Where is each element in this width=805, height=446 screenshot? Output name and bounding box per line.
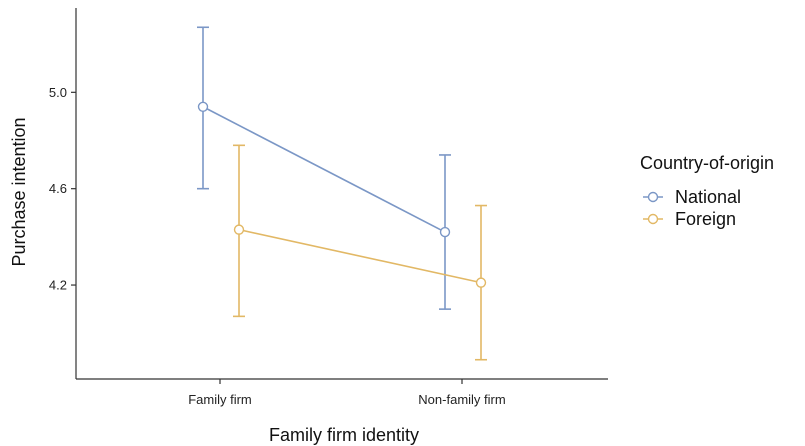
data-point xyxy=(197,101,209,112)
legend-marker xyxy=(647,191,659,203)
legend-item-national: National xyxy=(643,187,741,207)
legend-label: National xyxy=(675,187,741,207)
series-layer xyxy=(197,26,487,361)
x-ticks: Family firm Non-family firm xyxy=(188,379,506,407)
series-line xyxy=(238,228,482,284)
y-tick-label: 5.0 xyxy=(49,85,67,100)
legend-label: Foreign xyxy=(675,209,736,229)
x-tick-label: Family firm xyxy=(188,392,252,407)
data-point xyxy=(439,226,451,238)
legend-marker xyxy=(647,213,659,225)
legend-item-foreign: Foreign xyxy=(643,209,736,229)
x-tick-label: Non-family firm xyxy=(418,392,505,407)
series-line xyxy=(202,106,446,233)
series-national xyxy=(197,26,451,310)
series-foreign xyxy=(233,144,487,361)
axes xyxy=(75,8,608,380)
data-point xyxy=(233,224,245,235)
y-tick-label: 4.2 xyxy=(49,278,67,293)
legend-title: Country-of-origin xyxy=(640,153,774,173)
y-tick-label: 4.6 xyxy=(49,181,67,196)
y-ticks: 4.2 4.6 5.0 xyxy=(49,85,76,293)
x-axis-title: Family firm identity xyxy=(269,425,419,445)
data-point xyxy=(475,277,487,288)
y-axis-title: Purchase intention xyxy=(9,117,29,266)
